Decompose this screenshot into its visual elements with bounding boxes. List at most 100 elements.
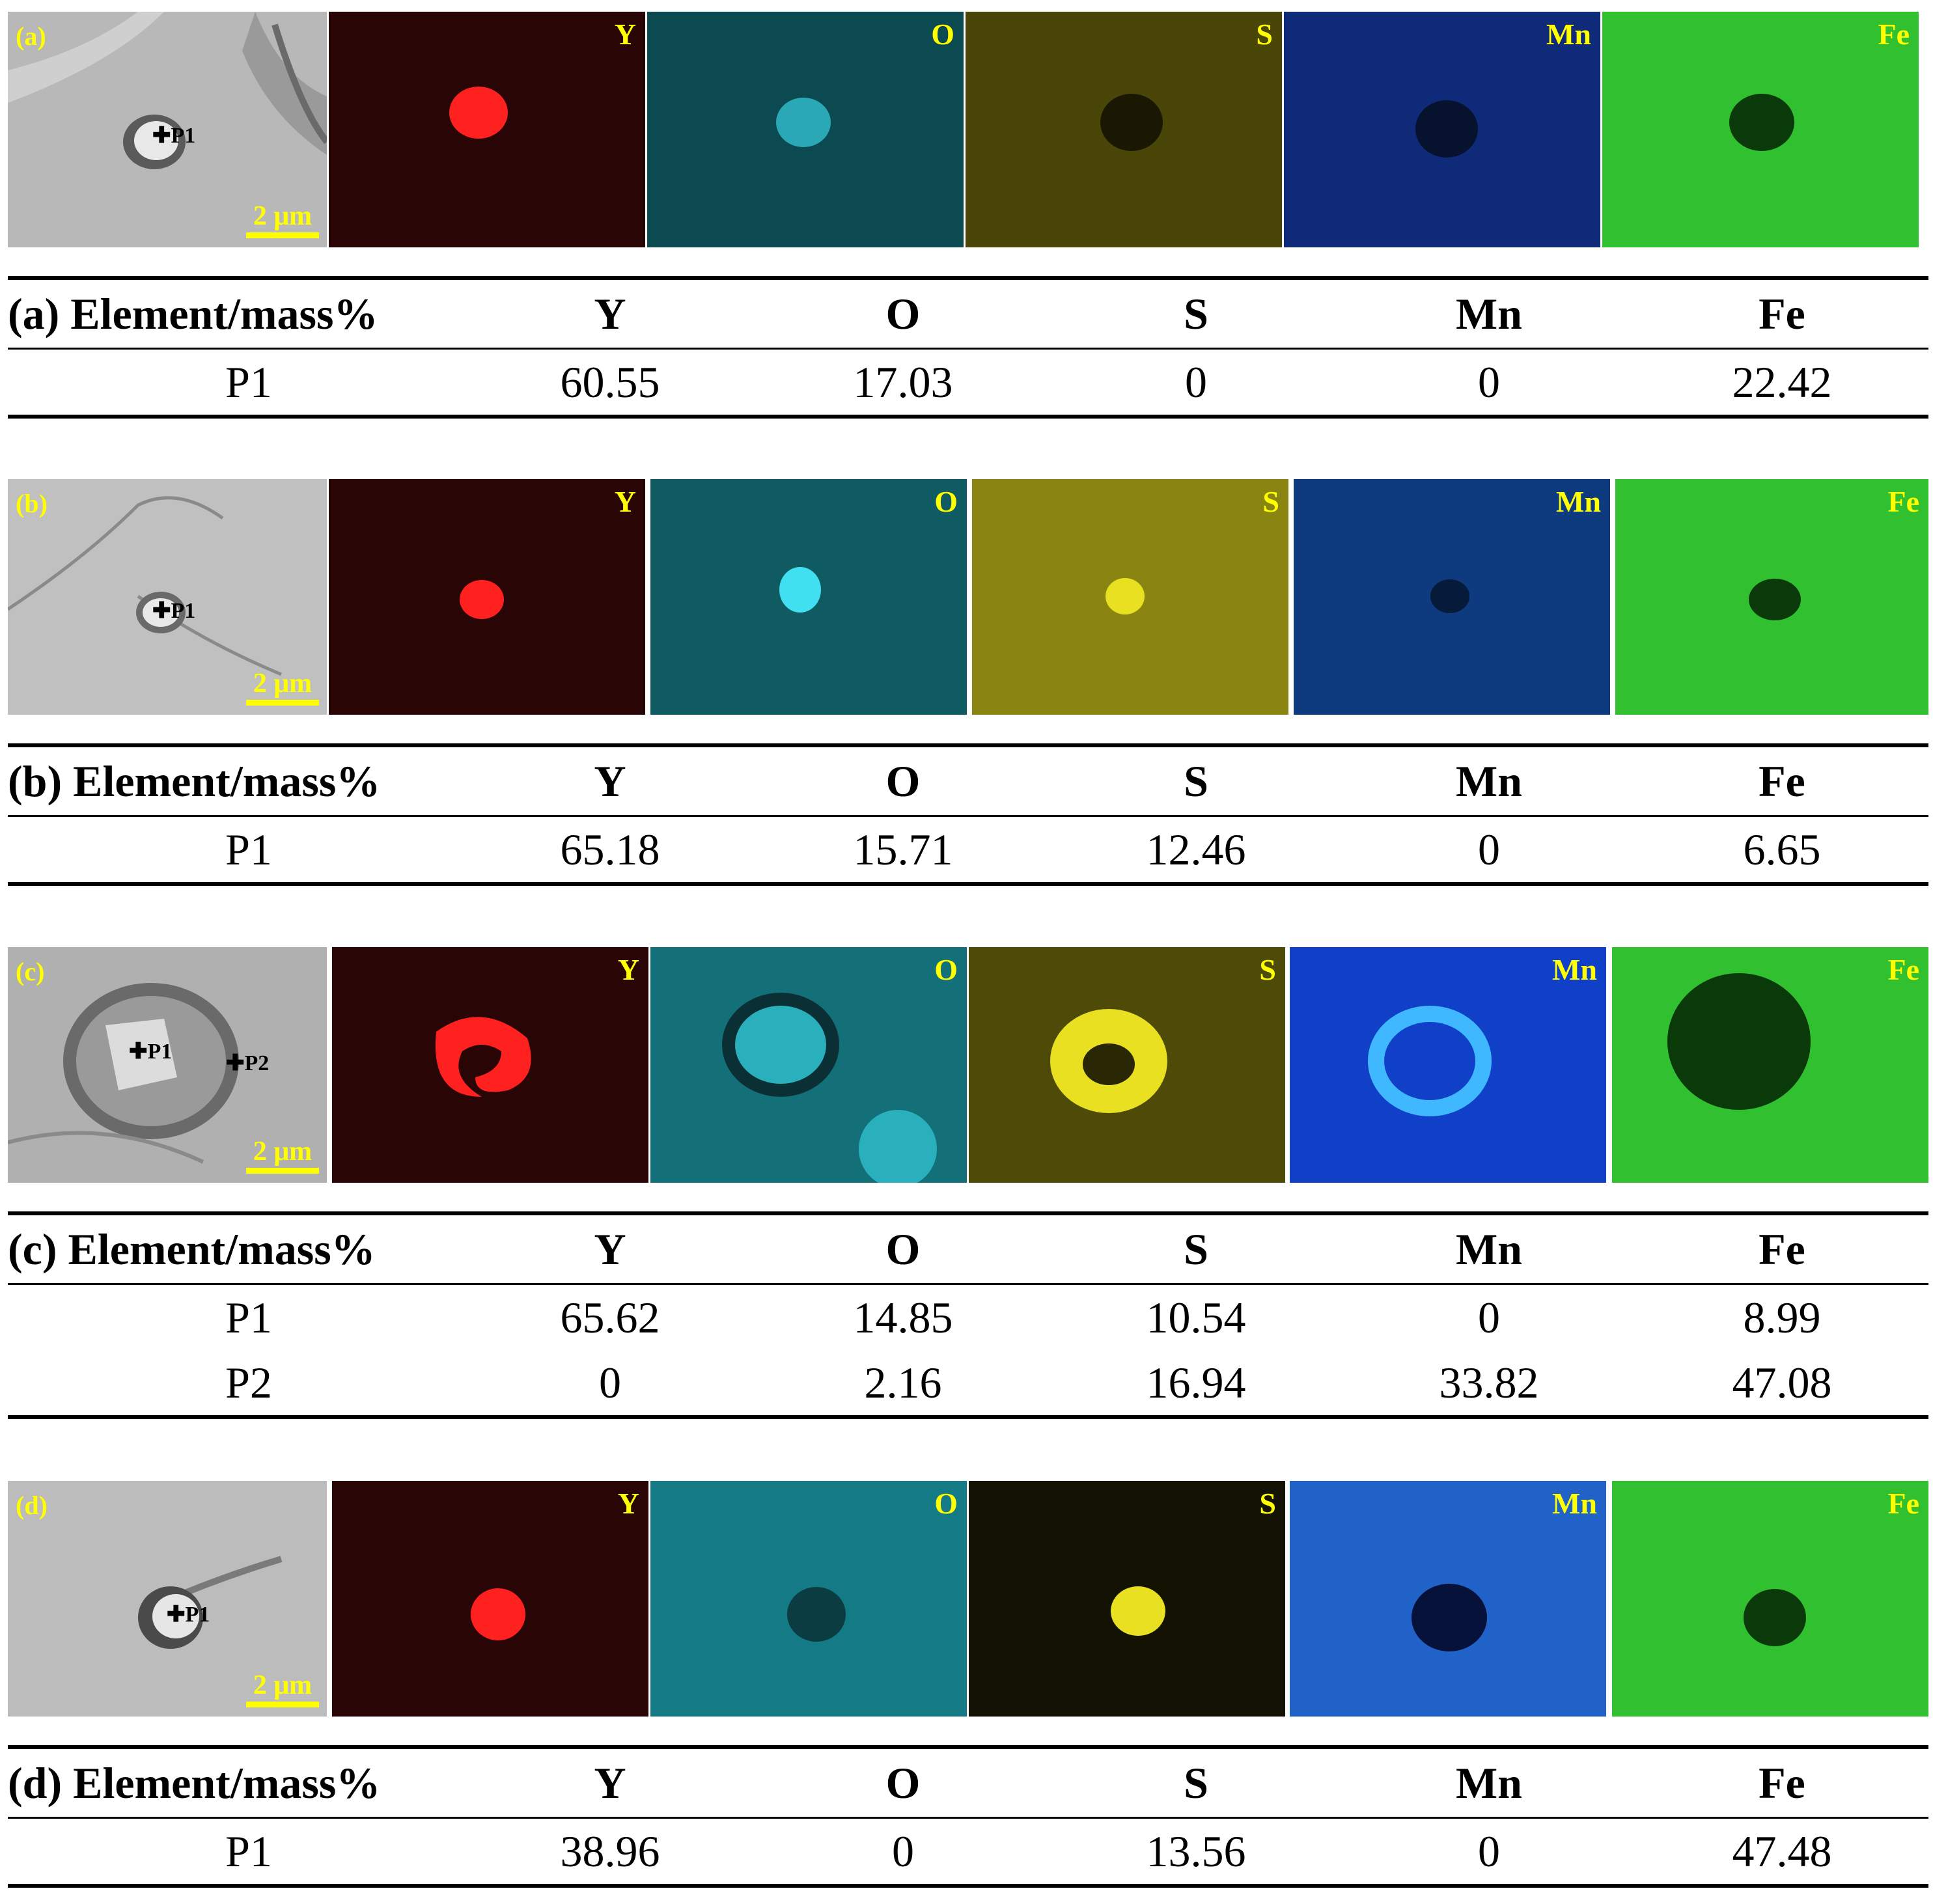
table-cell: 15.71 xyxy=(757,816,1050,886)
scale-bar: 2 μm xyxy=(246,1138,319,1174)
table-cell: P1 xyxy=(8,816,464,886)
eds-map-fe: Fe xyxy=(1602,12,1919,247)
table-cell: 2.16 xyxy=(757,1350,1050,1419)
header-cell: Y xyxy=(464,1745,757,1819)
table-cell: 0 xyxy=(757,1817,1050,1888)
panel-label: (d) xyxy=(16,1491,48,1520)
header-cell: Fe xyxy=(1635,1211,1928,1285)
map-row-a: (a) ✚P1 2 μm Y O S Mn Fe xyxy=(8,12,1928,247)
sem-image-a: (a) ✚P1 2 μm xyxy=(8,12,327,247)
table-row: P1 60.55 17.03 0 0 22.42 xyxy=(8,348,1928,419)
map-row-d: (d) ✚P1 2 μm Y O S Mn Fe xyxy=(8,1481,1928,1717)
table-row: P1 65.62 14.85 10.54 0 8.99 xyxy=(8,1284,1928,1351)
table-header-row: (c) Element/mass% Y O S Mn Fe xyxy=(8,1211,1928,1285)
header-cell: (d) Element/mass% xyxy=(8,1745,464,1819)
header-cell: (b) Element/mass% xyxy=(8,743,464,817)
header-cell: Mn xyxy=(1342,1745,1635,1819)
table-cell: 10.54 xyxy=(1146,1292,1246,1342)
map-label: S xyxy=(1256,18,1273,51)
table-row: P1 38.96 0 13.56 0 47.48 xyxy=(8,1817,1928,1888)
eds-map-s: S xyxy=(969,947,1285,1183)
map-label: Fe xyxy=(1878,18,1910,51)
table-cell: 0 xyxy=(1478,1292,1500,1342)
eds-map-y: Y xyxy=(329,12,645,247)
map-label: Mn xyxy=(1546,18,1591,51)
header-cell: (c) Element/mass% xyxy=(8,1211,464,1285)
header-cell: Y xyxy=(464,1211,757,1285)
eds-map-mn: Mn xyxy=(1290,1481,1606,1717)
eds-map-o: O xyxy=(650,947,967,1183)
table-cell: P1 xyxy=(8,1817,464,1888)
eds-map-s: S xyxy=(972,479,1288,715)
eds-map-fe: Fe xyxy=(1612,1481,1928,1717)
eds-table-a: (a) Element/mass% Y O S Mn Fe P1 60.55 1… xyxy=(8,276,1928,419)
map-label: O xyxy=(931,18,954,51)
header-cell: Fe xyxy=(1635,743,1928,817)
header-cell: Mn xyxy=(1342,276,1635,350)
table-cell: P2 xyxy=(8,1350,464,1419)
map-label: Y xyxy=(614,485,636,518)
map-label: S xyxy=(1259,1487,1276,1520)
header-cell: O xyxy=(757,276,1050,350)
eds-map-y: Y xyxy=(332,947,648,1183)
table-cell: 22.42 xyxy=(1635,348,1928,419)
map-row-b: (b) ✚P1 2 μm Y O S Mn Fe xyxy=(8,479,1928,715)
map-label: Y xyxy=(617,953,639,986)
point-marker-p2: ✚P2 xyxy=(226,1051,270,1075)
scale-bar: 2 μm xyxy=(246,670,319,706)
table-cell: 0 xyxy=(464,1350,757,1419)
table-cell: 12.46 xyxy=(1050,816,1342,886)
sem-image-c: (c) ✚P1 ✚P2 2 μm xyxy=(8,947,327,1183)
header-cell: Fe xyxy=(1635,276,1928,350)
table-cell: 8.99 xyxy=(1743,1292,1821,1342)
map-label: Fe xyxy=(1887,485,1919,518)
scale-bar: 2 μm xyxy=(246,202,319,238)
map-label: O xyxy=(934,953,958,986)
map-label: S xyxy=(1262,485,1279,518)
table-cell: 0 xyxy=(1342,1817,1635,1888)
header-cell: Mn xyxy=(1342,743,1635,817)
panel-label: (a) xyxy=(16,21,46,51)
eds-map-mn: Mn xyxy=(1284,12,1600,247)
map-label: Mn xyxy=(1552,1487,1597,1520)
table-row: P2 0 2.16 16.94 33.82 47.08 xyxy=(8,1350,1928,1419)
table-cell: 13.56 xyxy=(1050,1817,1342,1888)
map-label: Fe xyxy=(1887,1487,1919,1520)
table-cell: 38.96 xyxy=(464,1817,757,1888)
header-cell: Y xyxy=(464,743,757,817)
panel-label: (b) xyxy=(16,489,48,518)
eds-map-y: Y xyxy=(332,1481,648,1717)
table-cell: 6.65 xyxy=(1635,816,1928,886)
eds-map-s: S xyxy=(969,1481,1285,1717)
eds-map-o: O xyxy=(647,12,964,247)
point-marker-p1: ✚P1 xyxy=(152,599,196,623)
panel-label: (c) xyxy=(16,957,45,986)
eds-map-o: O xyxy=(650,479,967,715)
table-cell: 47.08 xyxy=(1635,1350,1928,1419)
map-label: Mn xyxy=(1552,953,1597,986)
header-cell: O xyxy=(757,1211,1050,1285)
map-label: O xyxy=(934,1487,958,1520)
eds-map-mn: Mn xyxy=(1290,947,1606,1183)
header-cell: S xyxy=(1050,1211,1342,1285)
sem-image-d: (d) ✚P1 2 μm xyxy=(8,1481,327,1717)
sem-image-b: (b) ✚P1 2 μm xyxy=(8,479,327,715)
header-cell: S xyxy=(1050,743,1342,817)
eds-table-d: (d) Element/mass% Y O S Mn Fe P1 38.96 0… xyxy=(8,1745,1928,1888)
header-cell: Fe xyxy=(1635,1745,1928,1819)
table-cell: 14.85 xyxy=(853,1292,953,1342)
eds-table-b: (b) Element/mass% Y O S Mn Fe P1 65.18 1… xyxy=(8,743,1928,886)
table-cell: 16.94 xyxy=(1050,1350,1342,1419)
header-cell: O xyxy=(757,743,1050,817)
eds-map-s: S xyxy=(966,12,1282,247)
table-row: P1 65.18 15.71 12.46 0 6.65 xyxy=(8,816,1928,886)
table-cell: P1 xyxy=(225,1292,272,1342)
point-marker-p1: ✚P1 xyxy=(152,124,196,148)
table-cell: 65.18 xyxy=(464,816,757,886)
header-cell: Y xyxy=(464,276,757,350)
point-marker-p1: ✚P1 xyxy=(167,1603,210,1627)
table-cell: 0 xyxy=(1342,348,1635,419)
map-label: Mn xyxy=(1556,485,1601,518)
table-header-row: (d) Element/mass% Y O S Mn Fe xyxy=(8,1745,1928,1819)
map-label: Fe xyxy=(1887,953,1919,986)
